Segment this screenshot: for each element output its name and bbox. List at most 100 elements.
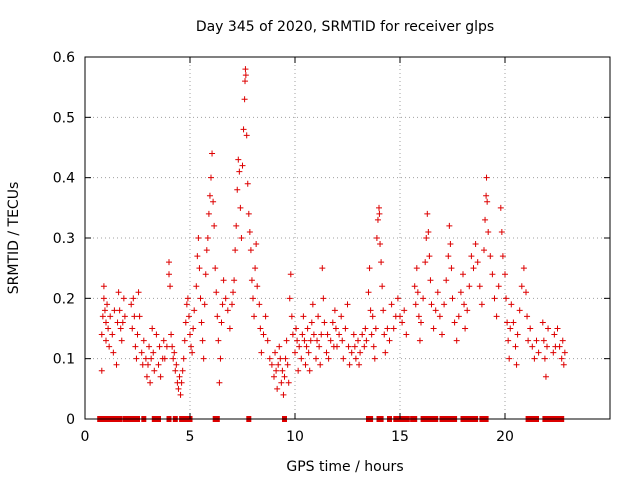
data-point [414,289,421,296]
data-point [516,307,523,314]
data-point [246,228,253,235]
data-point [140,337,147,344]
data-point [176,373,183,380]
data-point [367,307,374,314]
data-point [318,331,325,338]
y-tick-label: 0.4 [53,171,75,187]
data-point [453,337,460,344]
data-point [366,265,373,272]
data-point [481,247,487,254]
data-point [238,235,245,241]
data-point [370,343,377,350]
data-point [505,337,512,344]
data-point [204,235,211,241]
data-point [432,307,439,314]
data-point [98,367,105,374]
data-point [134,331,141,338]
data-point [254,283,261,290]
data-point [531,355,538,362]
data-point [222,295,229,302]
data-point [559,337,566,344]
y-tick-label: 0 [66,412,75,428]
data-point [470,265,477,272]
data-point [483,192,490,199]
data-point [413,265,420,272]
data-point [489,271,496,278]
data-point [506,355,513,362]
data-point [525,337,532,344]
data-point [497,204,504,211]
data-point [381,331,388,338]
data-point [300,313,307,320]
data-point [448,265,455,272]
data-point [512,343,519,350]
data-point [449,295,456,302]
grid-lines [85,57,610,419]
data-point [363,337,370,344]
data-point [283,337,290,344]
data-point [224,307,231,314]
data-point [399,319,406,326]
data-point [161,355,168,362]
data-point [376,204,382,211]
data-point [280,391,287,398]
data-point [346,361,353,368]
data-point [166,259,172,266]
data-point [153,331,160,338]
data-point [374,216,381,223]
data-point [499,253,506,260]
data-point [307,337,314,344]
data-point [183,301,190,308]
data-point [103,319,109,326]
data-point [386,337,393,344]
data-point [334,343,340,350]
data-point [329,319,336,326]
data-point [422,259,429,266]
data-point [380,307,387,314]
data-point [251,313,258,320]
data-point [198,319,205,326]
data-point [109,331,116,338]
data-point [138,349,145,356]
data-point [116,307,123,314]
data-point [135,289,142,296]
data-point [426,253,433,260]
data-point [514,331,521,338]
data-point [323,349,330,356]
data-point [195,235,202,241]
data-point [541,355,548,362]
data-point [340,355,347,362]
data-point [495,283,502,290]
data-point [279,367,286,374]
data-point [466,283,473,290]
data-point [455,313,462,320]
data-point [493,313,500,320]
data-point [156,343,163,350]
data-point [331,307,338,314]
data-point [103,337,109,344]
x-tick-label: 20 [496,429,514,445]
data-point [397,313,403,320]
data-point [199,337,206,344]
data-point [272,349,279,356]
data-point [217,355,224,362]
data-point [203,247,210,254]
data-point [316,343,323,350]
data-point [474,259,481,266]
data-point [527,325,534,332]
data-point [149,325,156,332]
data-point [369,313,376,320]
data-point [325,355,332,362]
data-point [278,379,285,386]
data-point [216,379,223,386]
data-point [197,295,204,302]
x-tick-label: 5 [186,429,195,445]
data-point [129,325,136,332]
data-point [355,337,361,344]
data-point [524,313,531,320]
data-point [551,331,558,338]
data-point [163,343,170,350]
data-point [317,361,324,368]
data-point [460,271,466,278]
